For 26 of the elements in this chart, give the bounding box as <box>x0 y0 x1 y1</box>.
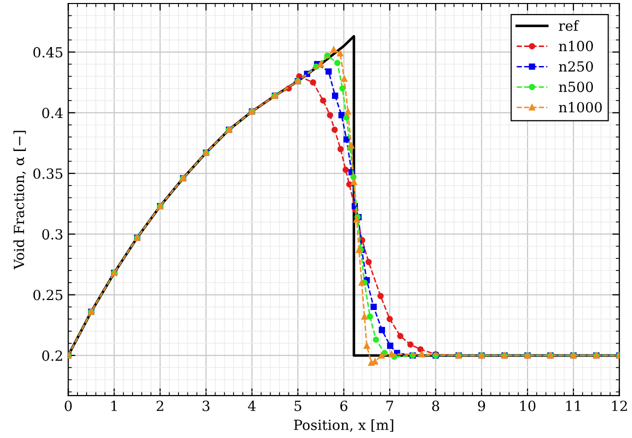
x-tick-label: 9 <box>478 400 486 412</box>
x-axis-title: Position, x [m] <box>294 419 394 432</box>
y-tick-label: 0.2 <box>42 350 62 361</box>
legend-label: n250 <box>558 61 593 72</box>
x-tick-label: 3 <box>202 400 210 412</box>
x-tick-label: 2 <box>156 400 164 411</box>
x-tick-label: 0 <box>64 400 72 412</box>
y-tick-label: 0.4 <box>42 108 63 118</box>
x-tick-label: 1 <box>111 400 117 411</box>
x-tick-label: 6 <box>340 400 348 412</box>
y-tick-label: 0.25 <box>33 290 62 300</box>
y-tick-label: 0.45 <box>33 47 62 58</box>
x-tick-label: 4 <box>248 400 256 411</box>
y-tick-label: 0.3 <box>42 229 62 240</box>
legend-label: n100 <box>558 40 593 52</box>
x-tick-label: 5 <box>294 400 302 412</box>
y-axis-title: Void Fraction, α [−] <box>13 130 26 270</box>
x-tick-label: 8 <box>432 400 440 412</box>
legend-label: n1000 <box>558 102 602 112</box>
legend-label: n500 <box>558 82 593 92</box>
y-tick-label: 0.35 <box>33 168 62 179</box>
x-tick-label: 12 <box>612 400 627 411</box>
x-tick-label: 10 <box>520 400 536 412</box>
legend-label: ref <box>558 20 580 31</box>
x-tick-label: 7 <box>386 400 394 411</box>
x-tick-label: 11 <box>566 400 580 411</box>
